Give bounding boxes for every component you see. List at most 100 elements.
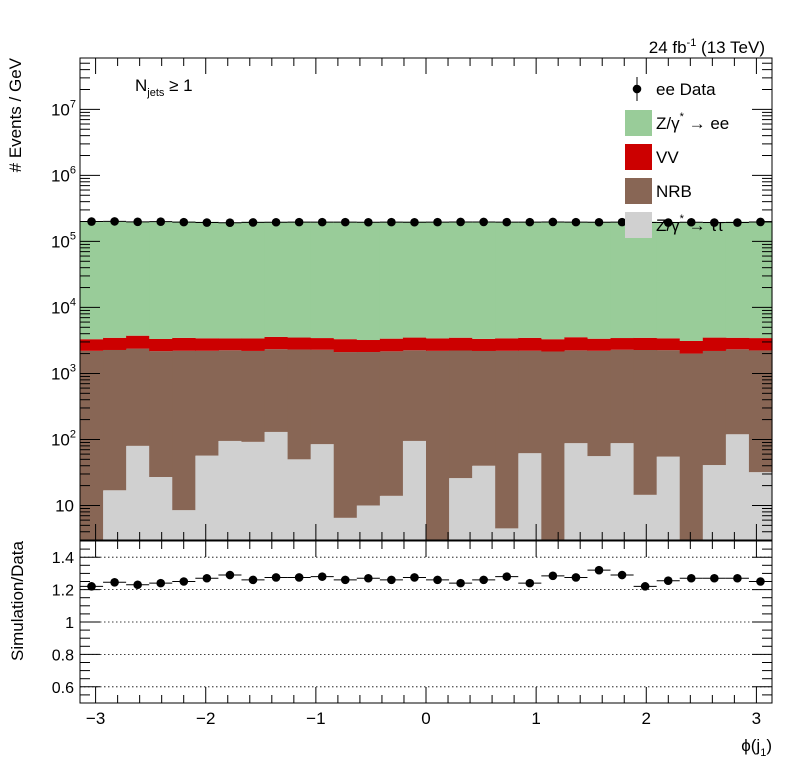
top-x-ticks [95,58,757,540]
bar-nrb-10 [287,349,312,460]
data-point-26 [656,218,680,227]
bar-nrb-2 [103,349,127,491]
legend-entry-ztautau: Z/γ* → ττ [625,212,724,238]
legend-label-base: NRB [656,182,692,201]
x-tick-label-2: −2 [196,709,215,728]
legend-label-rest: → ee [684,114,729,133]
ratio-points [80,565,772,591]
bar-vv-22 [564,337,589,351]
data-point-marker-13 [364,217,373,227]
ratio-point-3 [126,580,150,590]
ratio-point-marker-25 [640,582,650,591]
bar-vv-11 [310,338,335,350]
ratio-point-24 [610,570,634,580]
top-y-tick-label-4: 104 [51,296,76,317]
ratio-point-marker-1 [87,582,96,591]
ratio-point-28 [702,573,726,583]
data-point-21 [541,217,565,227]
bar-nrb-12 [333,352,358,518]
ratio-point-14 [379,575,403,585]
legend-label-ztautau: Z/γ* → ττ [656,213,724,235]
legend-data-marker [632,84,642,94]
ratio-point-marker-24 [617,570,627,580]
x-tick-label-7: 3 [752,709,761,728]
data-point-marker-26 [663,218,673,227]
ratio-point-25 [633,582,657,591]
ratio-point-16 [426,575,450,585]
ratio-point-2 [103,578,127,587]
bar-nrb-17 [449,350,473,479]
ratio-point-11 [310,572,334,581]
bar-vv-24 [610,338,635,350]
legend-label-base: VV [656,148,679,167]
ratio-y-tick-label-4: 1.2 [52,583,74,600]
top-y-tick-label-base: 10 [51,364,70,383]
data-point-6 [195,218,219,227]
legend-label-nrb: NRB [656,182,692,201]
lumi-base: 24 fb [649,38,687,57]
bar-zee-3 [126,222,150,336]
data-point-marker-12 [340,217,350,227]
bar-zee-13 [356,221,381,341]
x-tick-label-1: −3 [86,709,105,728]
ratio-point-8 [241,575,265,585]
bar-zee-22 [564,221,589,338]
bar-vv-5 [172,337,196,351]
bar-zee-6 [195,221,219,339]
ratio-point-marker-16 [433,575,442,585]
bar-vv-4 [149,338,173,352]
bar-vv-12 [333,339,358,353]
bar-zee-11 [310,221,335,339]
bar-vv-18 [472,338,496,351]
bar-nrb-19 [495,350,519,529]
bar-zee-7 [218,222,243,339]
ratio-point-19 [495,572,519,581]
selection-label: Njets ≥ 1 [135,76,193,99]
ratio-point-marker-13 [364,573,373,583]
bar-ztautau-26 [656,456,681,540]
bar-vv-1 [80,339,104,351]
ratio-y-axis-label: Simulation/Data [8,540,27,661]
bar-nrb-24 [610,349,635,444]
bar-zee-10 [287,221,312,338]
ratio-point-marker-20 [525,578,535,588]
top-y-tick-label-exponent: 4 [70,296,76,308]
data-point-17 [449,217,473,227]
bar-vv-26 [656,338,681,351]
bar-ztautau-12 [333,517,358,540]
bar-vv-17 [449,337,473,351]
legend-label-base: ee Data [656,80,716,99]
ratio-point-18 [472,575,496,585]
bar-nrb-5 [172,350,196,511]
ratio-point-marker-21 [548,571,558,581]
ratio-point-marker-11 [317,572,327,581]
data-point-marker-21 [548,217,558,227]
data-point-23 [587,217,611,227]
top-y-tick-label-exponent: 3 [70,362,76,374]
data-point-marker-27 [686,217,696,227]
data-point-marker-18 [479,217,488,227]
legend-label-data: ee Data [656,80,716,99]
data-point-marker-7 [225,218,235,228]
x-tick-label-5: 1 [531,709,540,728]
data-point-marker-20 [525,217,535,227]
top-y-tick-label-1: 10 [55,496,74,515]
bar-zee-12 [333,221,358,340]
ratio-point-marker-15 [410,573,419,582]
bar-ztautau-15 [402,440,427,540]
lumi-exponent: -1 [687,37,697,49]
data-point-marker-10 [294,217,304,227]
luminosity-label: 24 fb-1 (13 TeV) [649,37,765,57]
bar-ztautau-18 [472,465,496,540]
bar-ztautau-19 [495,528,519,540]
data-point-marker-24 [617,217,627,227]
top-y-tick-label-base: 10 [51,298,70,317]
bar-nrb-21 [541,351,565,540]
ratio-point-marker-3 [133,580,142,590]
data-point-marker-15 [410,217,419,227]
bar-vv-6 [195,338,219,351]
ratio-point-marker-27 [686,573,696,583]
bar-zee-24 [610,221,635,339]
bar-zee-19 [495,221,519,339]
